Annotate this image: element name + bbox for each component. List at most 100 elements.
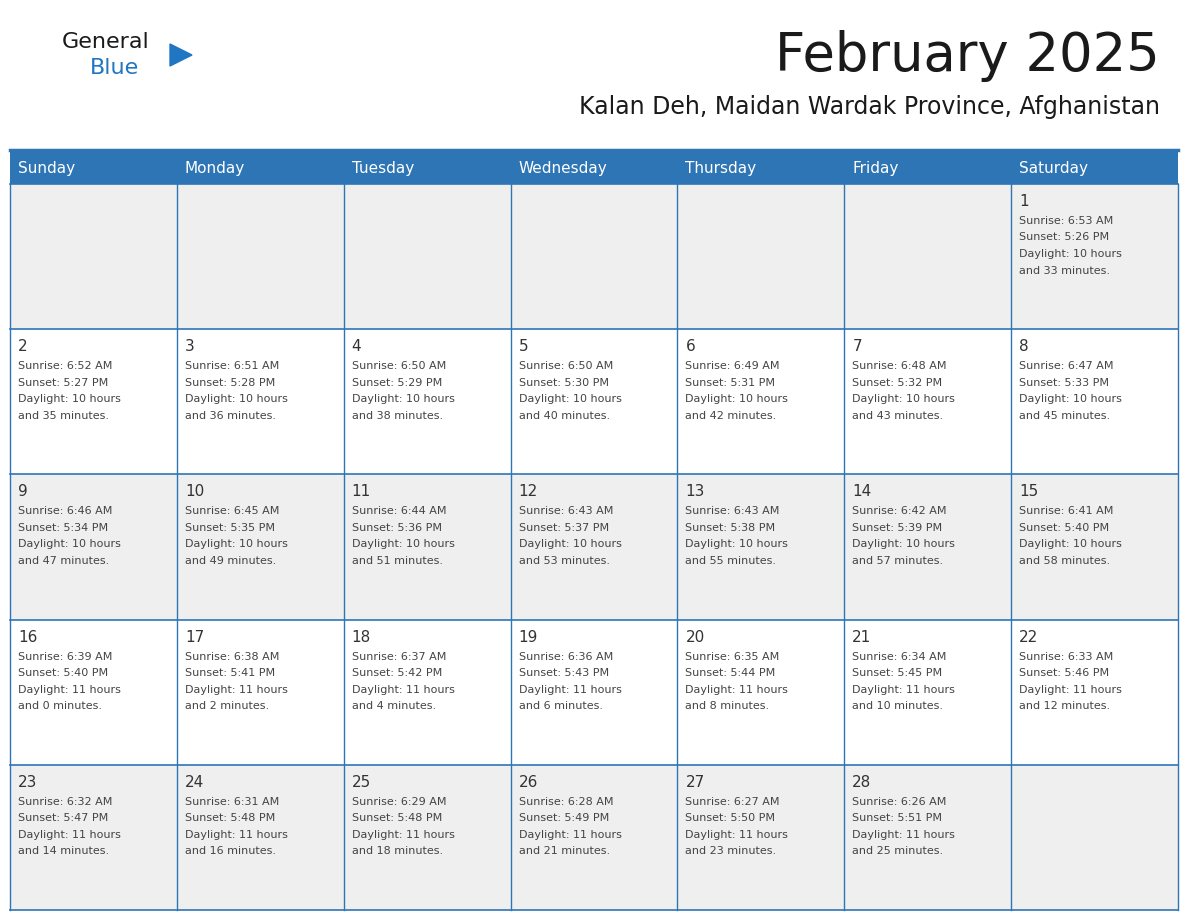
Text: Sunset: 5:39 PM: Sunset: 5:39 PM [852,523,942,533]
Text: Sunrise: 6:48 AM: Sunrise: 6:48 AM [852,361,947,371]
Text: Sunset: 5:38 PM: Sunset: 5:38 PM [685,523,776,533]
Text: and 4 minutes.: and 4 minutes. [352,701,436,711]
Text: Daylight: 10 hours: Daylight: 10 hours [352,394,455,404]
Text: and 45 minutes.: and 45 minutes. [1019,410,1111,420]
Text: and 49 minutes.: and 49 minutes. [185,556,276,565]
Text: 12: 12 [519,485,538,499]
Text: and 40 minutes.: and 40 minutes. [519,410,609,420]
Text: Sunset: 5:36 PM: Sunset: 5:36 PM [352,523,442,533]
Text: 2: 2 [18,339,27,354]
Text: Blue: Blue [90,58,139,78]
Text: 19: 19 [519,630,538,644]
Text: 26: 26 [519,775,538,789]
Text: Sunrise: 6:46 AM: Sunrise: 6:46 AM [18,507,113,517]
Text: and 42 minutes.: and 42 minutes. [685,410,777,420]
Text: Sunrise: 6:29 AM: Sunrise: 6:29 AM [352,797,447,807]
Text: Daylight: 10 hours: Daylight: 10 hours [685,540,789,549]
Text: Daylight: 11 hours: Daylight: 11 hours [185,830,287,840]
Text: Sunrise: 6:49 AM: Sunrise: 6:49 AM [685,361,781,371]
Text: Sunset: 5:28 PM: Sunset: 5:28 PM [185,377,276,387]
Text: Daylight: 10 hours: Daylight: 10 hours [852,540,955,549]
Text: Sunset: 5:27 PM: Sunset: 5:27 PM [18,377,108,387]
Text: Daylight: 11 hours: Daylight: 11 hours [685,830,789,840]
Text: Sunrise: 6:53 AM: Sunrise: 6:53 AM [1019,216,1113,226]
Text: 18: 18 [352,630,371,644]
Text: Sunset: 5:40 PM: Sunset: 5:40 PM [18,668,108,678]
Text: 17: 17 [185,630,204,644]
Text: Sunrise: 6:50 AM: Sunrise: 6:50 AM [352,361,446,371]
Text: 13: 13 [685,485,704,499]
Text: 15: 15 [1019,485,1038,499]
Text: Daylight: 10 hours: Daylight: 10 hours [519,394,621,404]
Text: 20: 20 [685,630,704,644]
Text: and 58 minutes.: and 58 minutes. [1019,556,1111,565]
Text: 10: 10 [185,485,204,499]
Text: Wednesday: Wednesday [519,161,607,175]
Text: Daylight: 10 hours: Daylight: 10 hours [1019,249,1121,259]
Text: Sunrise: 6:42 AM: Sunrise: 6:42 AM [852,507,947,517]
Text: 1: 1 [1019,194,1029,209]
Text: Sunrise: 6:43 AM: Sunrise: 6:43 AM [519,507,613,517]
Text: and 55 minutes.: and 55 minutes. [685,556,777,565]
Text: 7: 7 [852,339,862,354]
Text: Sunrise: 6:37 AM: Sunrise: 6:37 AM [352,652,446,662]
Text: Daylight: 11 hours: Daylight: 11 hours [185,685,287,695]
Text: 27: 27 [685,775,704,789]
Text: and 57 minutes.: and 57 minutes. [852,556,943,565]
Text: 6: 6 [685,339,695,354]
Text: and 23 minutes.: and 23 minutes. [685,846,777,856]
Text: and 25 minutes.: and 25 minutes. [852,846,943,856]
Bar [10,330,1178,475]
Text: Daylight: 11 hours: Daylight: 11 hours [519,830,621,840]
Bar [10,184,1178,330]
Text: and 21 minutes.: and 21 minutes. [519,846,609,856]
Text: Sunrise: 6:44 AM: Sunrise: 6:44 AM [352,507,447,517]
Text: Sunrise: 6:39 AM: Sunrise: 6:39 AM [18,652,113,662]
Text: Sunset: 5:40 PM: Sunset: 5:40 PM [1019,523,1110,533]
Text: 24: 24 [185,775,204,789]
Text: Daylight: 11 hours: Daylight: 11 hours [852,830,955,840]
Text: Sunrise: 6:43 AM: Sunrise: 6:43 AM [685,507,779,517]
Text: and 38 minutes.: and 38 minutes. [352,410,443,420]
Text: Sunset: 5:37 PM: Sunset: 5:37 PM [519,523,608,533]
Text: Daylight: 10 hours: Daylight: 10 hours [685,394,789,404]
Bar [10,620,1178,765]
Bar [10,765,1178,910]
Text: Sunrise: 6:38 AM: Sunrise: 6:38 AM [185,652,279,662]
Text: Daylight: 11 hours: Daylight: 11 hours [18,830,121,840]
Bar [10,475,1178,620]
Text: Daylight: 10 hours: Daylight: 10 hours [1019,540,1121,549]
Text: Kalan Deh, Maidan Wardak Province, Afghanistan: Kalan Deh, Maidan Wardak Province, Afgha… [579,95,1159,119]
Text: and 10 minutes.: and 10 minutes. [852,701,943,711]
Text: and 51 minutes.: and 51 minutes. [352,556,443,565]
Text: Sunset: 5:34 PM: Sunset: 5:34 PM [18,523,108,533]
Text: Daylight: 10 hours: Daylight: 10 hours [519,540,621,549]
Text: Sunrise: 6:41 AM: Sunrise: 6:41 AM [1019,507,1113,517]
Text: Saturday: Saturday [1019,161,1088,175]
Text: and 47 minutes.: and 47 minutes. [18,556,109,565]
Text: Sunset: 5:48 PM: Sunset: 5:48 PM [352,813,442,823]
Text: Thursday: Thursday [685,161,757,175]
Text: Sunset: 5:31 PM: Sunset: 5:31 PM [685,377,776,387]
Text: Sunset: 5:32 PM: Sunset: 5:32 PM [852,377,942,387]
Text: Daylight: 11 hours: Daylight: 11 hours [352,830,455,840]
Text: Sunrise: 6:35 AM: Sunrise: 6:35 AM [685,652,779,662]
Text: Daylight: 10 hours: Daylight: 10 hours [185,540,287,549]
Text: and 53 minutes.: and 53 minutes. [519,556,609,565]
Text: Daylight: 10 hours: Daylight: 10 hours [852,394,955,404]
Text: Sunrise: 6:36 AM: Sunrise: 6:36 AM [519,652,613,662]
Text: Daylight: 10 hours: Daylight: 10 hours [185,394,287,404]
Text: 25: 25 [352,775,371,789]
Text: Sunrise: 6:47 AM: Sunrise: 6:47 AM [1019,361,1113,371]
Text: Daylight: 10 hours: Daylight: 10 hours [18,394,121,404]
Text: Sunset: 5:47 PM: Sunset: 5:47 PM [18,813,108,823]
Text: Daylight: 11 hours: Daylight: 11 hours [1019,685,1121,695]
Text: 21: 21 [852,630,872,644]
Text: Sunrise: 6:26 AM: Sunrise: 6:26 AM [852,797,947,807]
Text: 8: 8 [1019,339,1029,354]
Text: Sunset: 5:49 PM: Sunset: 5:49 PM [519,813,608,823]
Text: Sunset: 5:43 PM: Sunset: 5:43 PM [519,668,608,678]
Text: Daylight: 11 hours: Daylight: 11 hours [18,685,121,695]
Text: Sunset: 5:41 PM: Sunset: 5:41 PM [185,668,274,678]
Text: 23: 23 [18,775,37,789]
